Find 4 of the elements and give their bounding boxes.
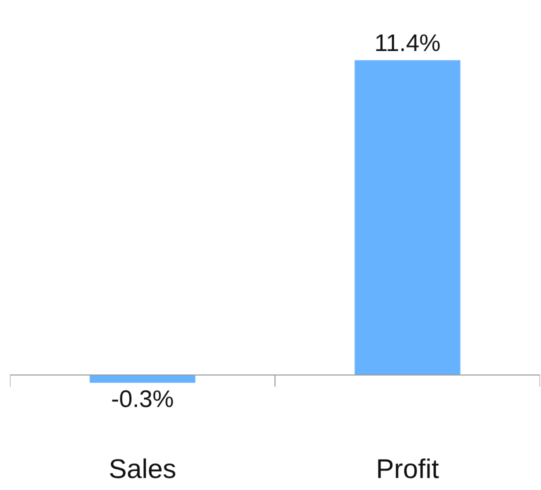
- x-tick-label: Sales: [108, 454, 176, 484]
- data-label: 11.4%: [374, 30, 441, 57]
- x-tick-label: Profit: [376, 454, 440, 484]
- data-label: -0.3%: [111, 386, 174, 413]
